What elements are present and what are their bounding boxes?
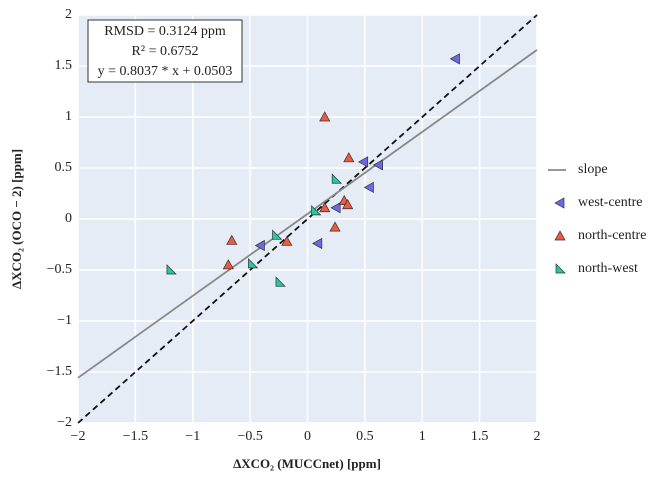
point bbox=[248, 258, 259, 269]
annotation-box bbox=[87, 19, 243, 83]
x-tick-label: 2 bbox=[534, 429, 541, 444]
legend-label: north-centre bbox=[578, 228, 646, 243]
y-tick-label: 2 bbox=[65, 7, 72, 22]
legend-label: slope bbox=[578, 162, 608, 177]
x-axis-label: ΔXCO₂ (MUCCnet) [ppm] bbox=[233, 456, 381, 471]
point bbox=[358, 156, 369, 168]
point bbox=[330, 202, 341, 214]
point bbox=[342, 198, 354, 210]
point bbox=[329, 221, 341, 232]
legend: slope west-centre north-centre north-west bbox=[548, 162, 646, 276]
legend-marker bbox=[554, 197, 565, 209]
point bbox=[254, 239, 265, 252]
y-tick-label: 1.5 bbox=[55, 58, 73, 73]
slope-line bbox=[77, 49, 538, 379]
identity-line bbox=[77, 14, 538, 424]
point bbox=[319, 202, 331, 213]
annotation: RMSD = 0.3124 ppm R² = 0.6752 y = 0.8037… bbox=[87, 19, 243, 83]
y-tick-label: −1 bbox=[57, 313, 72, 328]
y-tick-label: 0.5 bbox=[55, 160, 73, 175]
x-tick-label: 0 bbox=[304, 429, 311, 444]
point bbox=[226, 234, 238, 245]
y-tick-label: −2 bbox=[57, 415, 72, 430]
point bbox=[372, 159, 383, 171]
y-axis-label: ΔXCO₂ (OCO − 2) [ppm] bbox=[9, 149, 24, 289]
x-tick-label: −0.5 bbox=[237, 429, 262, 444]
legend-marker bbox=[554, 230, 566, 241]
y-tick-label: −1.5 bbox=[47, 364, 72, 379]
annotation-text: RMSD = 0.3124 ppm bbox=[104, 24, 226, 39]
point bbox=[363, 181, 374, 193]
point bbox=[275, 276, 286, 287]
x-tick-label: −1 bbox=[185, 429, 200, 444]
point bbox=[343, 152, 355, 163]
x-tick-label: −2 bbox=[71, 429, 86, 444]
annotation-text: R² = 0.6752 bbox=[132, 44, 199, 59]
point bbox=[331, 173, 343, 184]
annotation-text: y = 0.8037 * x + 0.0503 bbox=[98, 64, 233, 79]
x-tick-label: 0.5 bbox=[356, 429, 374, 444]
y-tick-label: 1 bbox=[65, 109, 72, 124]
point bbox=[281, 235, 293, 246]
y-tick-label: −0.5 bbox=[47, 262, 72, 277]
x-tick-label: −1.5 bbox=[123, 429, 148, 444]
y-tick-label: 0 bbox=[65, 211, 72, 226]
point bbox=[312, 237, 323, 250]
marks bbox=[77, 14, 538, 424]
x-tick-label: 1 bbox=[419, 429, 426, 444]
legend-marker bbox=[555, 263, 566, 274]
grid bbox=[77, 14, 538, 424]
legend-label: north-west bbox=[578, 261, 638, 276]
point bbox=[222, 259, 234, 270]
point bbox=[319, 111, 331, 122]
point bbox=[272, 229, 283, 240]
legend-label: west-centre bbox=[578, 195, 643, 210]
point bbox=[166, 264, 177, 275]
x-tick-label: 1.5 bbox=[471, 429, 489, 444]
point bbox=[449, 53, 460, 65]
point bbox=[311, 204, 322, 216]
